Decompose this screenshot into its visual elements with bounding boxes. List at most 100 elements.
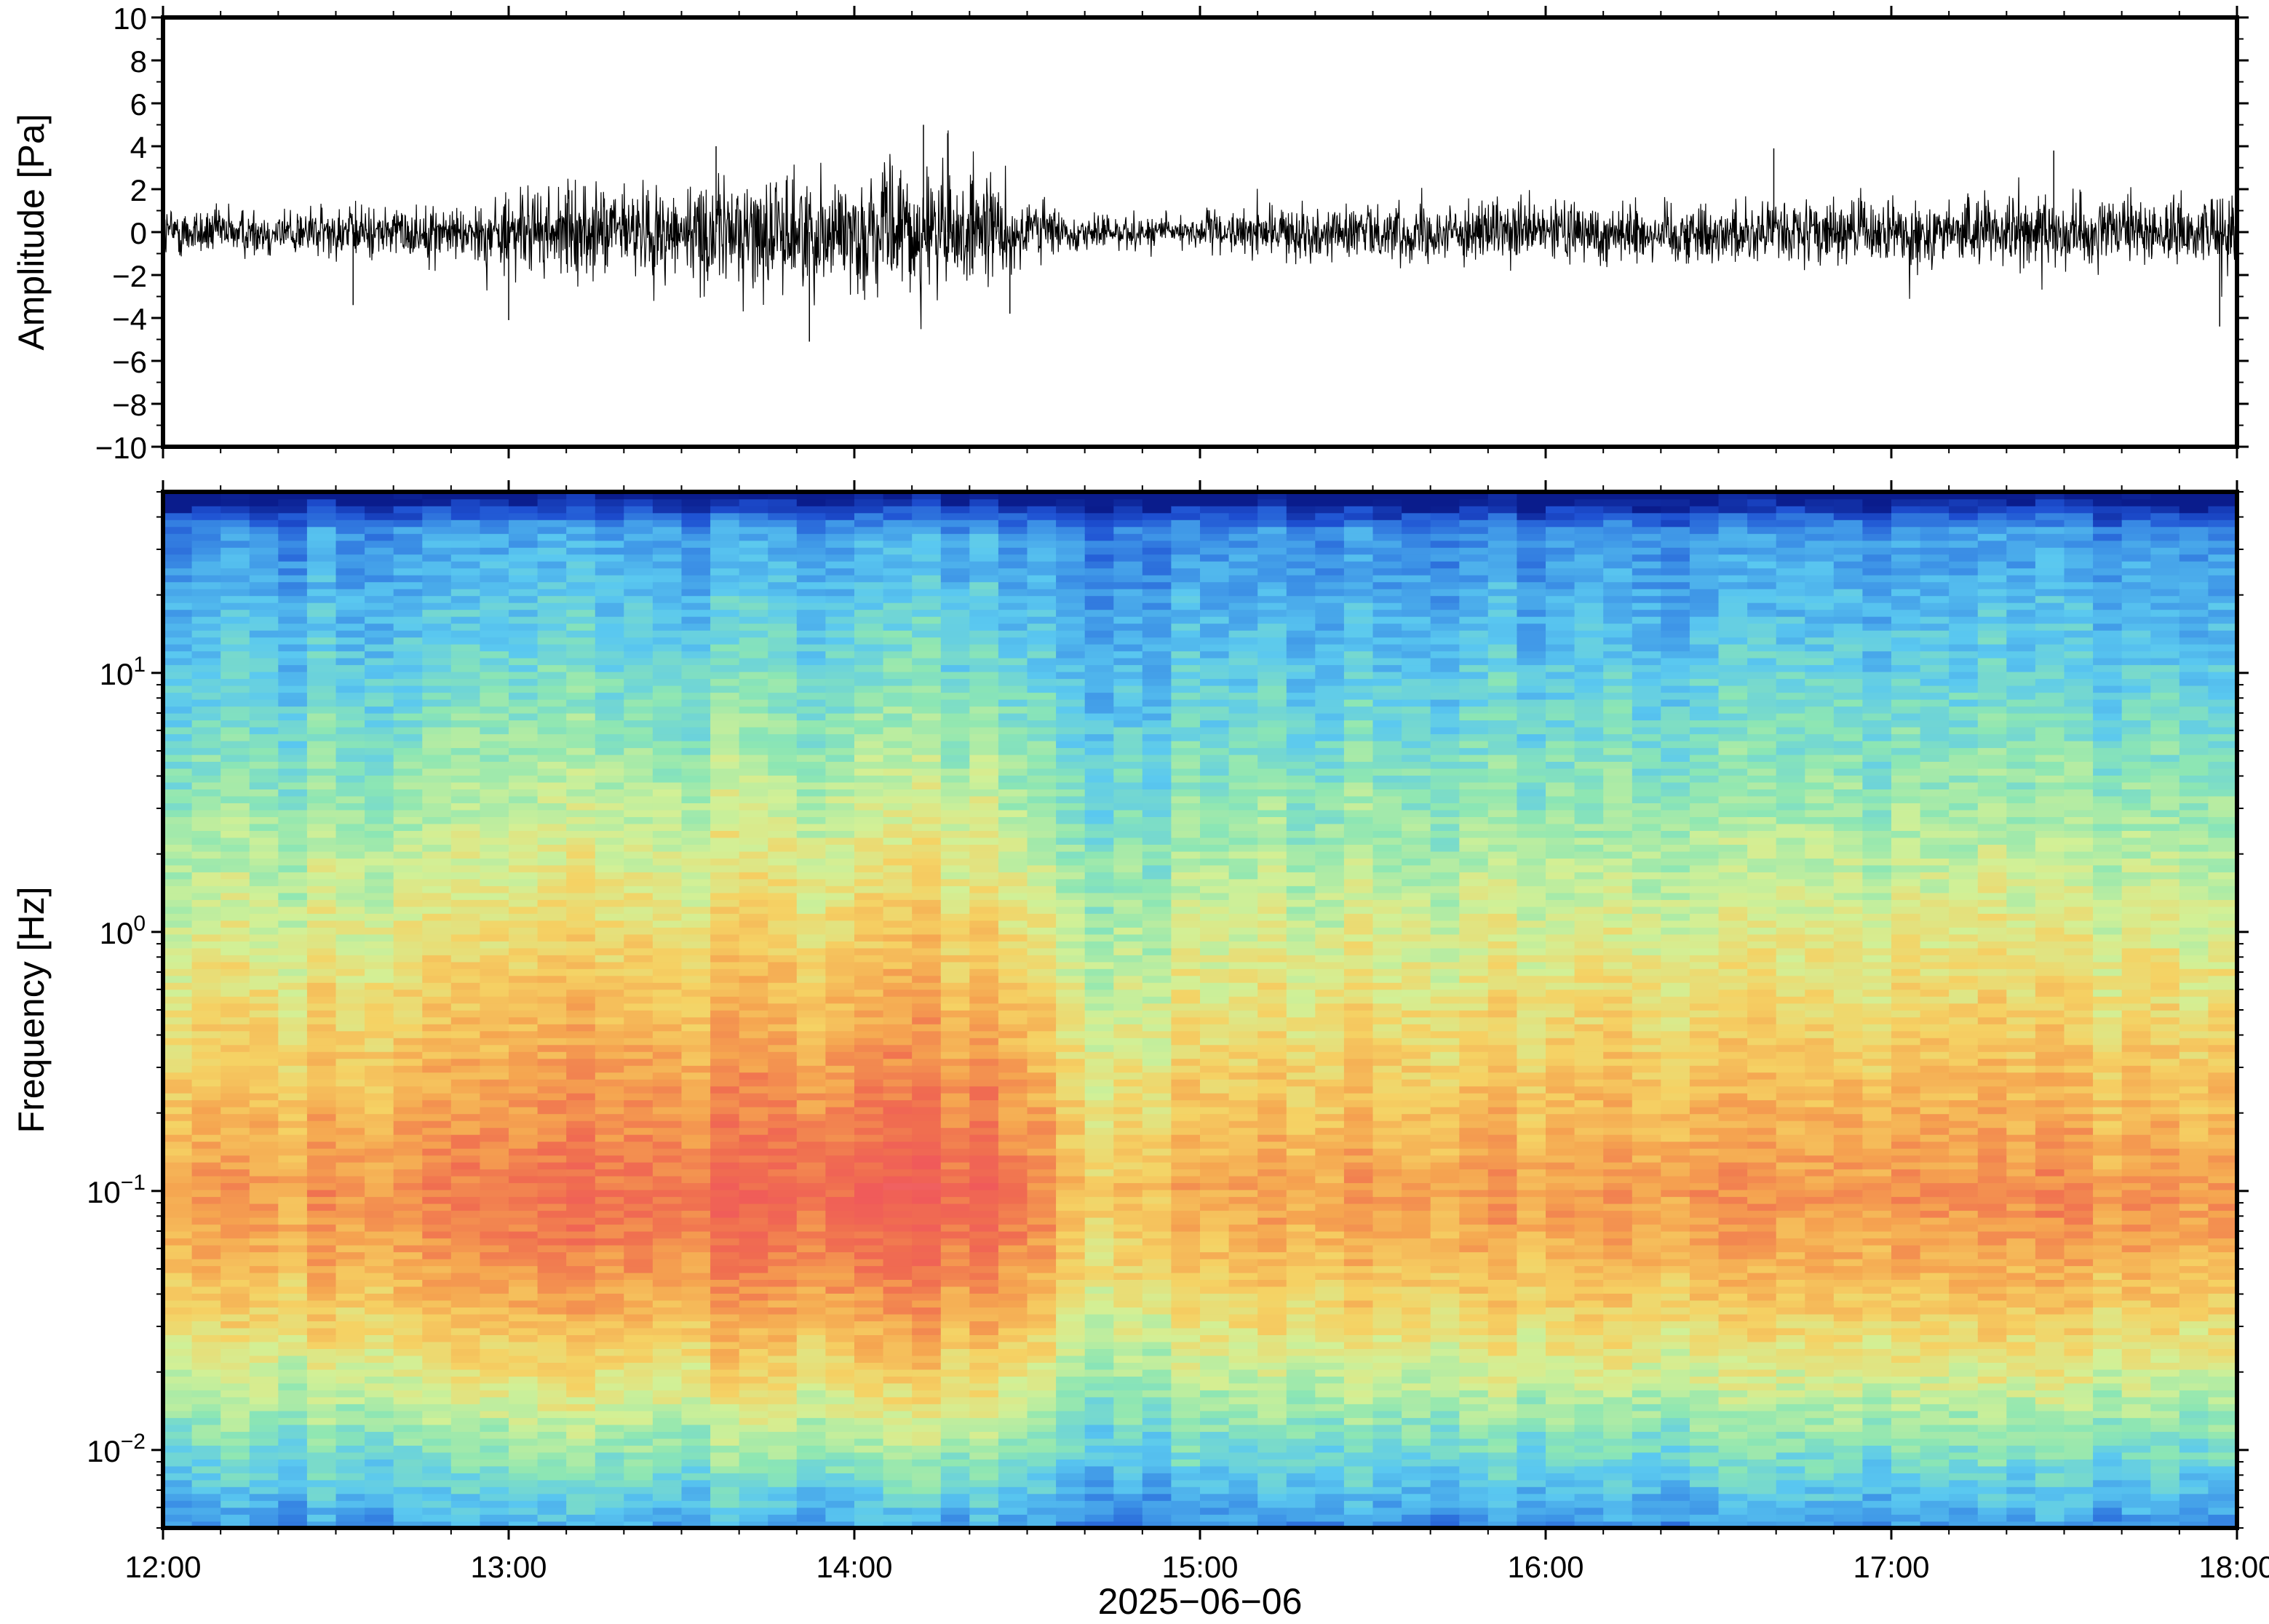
spectrogram-cell — [365, 1169, 394, 1177]
spectrogram-cell — [595, 1293, 625, 1301]
spectrogram-cell — [825, 906, 855, 914]
spectrogram-cell — [306, 568, 337, 576]
spectrogram-cell — [509, 844, 539, 852]
spectrogram-cell — [537, 1265, 567, 1273]
spectrogram-cell — [710, 1452, 740, 1460]
spectrogram-cell — [624, 1327, 653, 1335]
spectrogram-cell — [509, 975, 539, 983]
spectrogram-cell — [537, 947, 567, 955]
spectrogram-cell — [191, 650, 221, 658]
spectrogram-cell — [883, 1286, 913, 1294]
spectrogram-cell — [191, 1127, 221, 1135]
spectrogram-cell — [365, 1410, 394, 1418]
spectrogram-cell — [509, 1078, 539, 1087]
spectrogram-cell — [710, 1293, 740, 1301]
spectrogram-cell — [796, 941, 827, 949]
spectrogram-cell — [624, 1452, 653, 1460]
spectrogram-cell — [335, 803, 365, 811]
spectrogram-cell — [335, 664, 365, 672]
spectrogram-cell — [191, 1182, 221, 1190]
spectrogram-cell — [796, 1272, 827, 1280]
spectrogram-cell — [652, 1086, 683, 1094]
spectrogram-cell — [335, 1224, 365, 1232]
spectrogram-cell — [825, 650, 855, 658]
spectrogram-cell — [509, 1410, 539, 1418]
spectrogram-cell — [681, 1445, 711, 1453]
spectrogram-cell — [969, 574, 999, 583]
spectrogram-cell — [566, 878, 596, 886]
spectrogram-cell — [739, 1424, 769, 1432]
spectrogram-cell — [796, 1106, 827, 1115]
spectrogram-cell — [883, 1147, 913, 1156]
spectrogram-cell — [739, 1514, 769, 1522]
spectrogram-cell — [450, 913, 481, 921]
spectrogram-cell — [854, 498, 884, 506]
spectrogram-cell — [825, 1106, 855, 1115]
spectrogram-cell — [854, 906, 884, 914]
spectrogram-cell — [393, 1279, 424, 1287]
spectrogram-cell — [450, 1286, 481, 1294]
spectrogram-cell — [509, 1473, 539, 1481]
spectrogram-cell — [450, 968, 481, 976]
spectrogram-cell — [278, 1127, 308, 1135]
spectrogram-cell — [335, 498, 365, 506]
spectrogram-cell — [624, 1072, 653, 1080]
spectrogram-cell — [883, 1479, 913, 1487]
spectrogram-cell — [480, 1147, 509, 1156]
spectrogram-cell — [854, 692, 884, 700]
spectrogram-cell — [365, 1106, 394, 1115]
spectrogram-cell — [883, 1113, 913, 1121]
spectrogram-cell — [624, 913, 653, 921]
spectrogram-cell — [998, 927, 1028, 935]
spectrogram-cell — [278, 1051, 308, 1059]
spectrogram-cell — [768, 664, 798, 672]
spectrogram-cell — [710, 520, 740, 528]
spectrogram-cell — [191, 1431, 221, 1439]
spectrogram-cell — [595, 1217, 625, 1225]
spectrogram-cell — [220, 1155, 250, 1163]
spectrogram-cell — [998, 520, 1028, 528]
spectrogram-cell — [998, 1010, 1028, 1018]
spectrogram-cell — [191, 616, 221, 624]
spectrogram-cell — [1027, 1376, 1057, 1384]
spectrogram-cell — [278, 1265, 308, 1273]
spectrogram-cell — [335, 975, 365, 983]
spectrogram-cell — [220, 560, 250, 569]
spectrogram-cell — [1056, 1086, 1086, 1094]
spectrogram-cell — [1056, 512, 1086, 520]
spectrogram-cell — [163, 1390, 193, 1398]
spectrogram-cell — [566, 975, 596, 983]
spectrogram-cell — [796, 1141, 827, 1149]
spectrogram-cell — [854, 1147, 884, 1156]
spectrogram-cell — [566, 643, 596, 652]
spectrogram-cell — [480, 1120, 509, 1129]
spectrogram-cell — [393, 1016, 424, 1024]
spectrogram-cell — [940, 775, 971, 783]
spectrogram-cell — [365, 1189, 394, 1198]
spectrogram-cell — [624, 823, 653, 831]
spectrogram-cell — [566, 1500, 596, 1508]
spectrogram-cell — [825, 934, 855, 942]
spectrogram-cell — [249, 1445, 279, 1453]
spectrogram-cell — [365, 864, 394, 872]
spectrogram-cell — [480, 740, 509, 749]
spectrogram-cell — [422, 1417, 452, 1425]
spectrogram-cell — [624, 885, 653, 893]
spectrogram-cell — [509, 1030, 539, 1038]
spectrogram-cell — [393, 1334, 424, 1342]
spectrogram-cell — [768, 941, 798, 949]
spectrogram-cell — [365, 1044, 394, 1052]
spectrogram-cell — [422, 1334, 452, 1342]
spectrogram-cell — [306, 920, 337, 928]
spectrogram-cell — [681, 1161, 711, 1170]
spectrogram-cell — [1056, 816, 1086, 824]
spectrogram-cell — [163, 1238, 193, 1246]
spectrogram-cell — [940, 1465, 971, 1473]
spectrogram-cell — [739, 830, 769, 838]
spectrogram-cell — [393, 560, 424, 569]
spectrogram-cell — [509, 809, 539, 817]
spectrogram-cell — [249, 1473, 279, 1481]
spectrogram-cell — [422, 1293, 452, 1301]
spectrogram-cell — [652, 1030, 683, 1038]
spectrogram-cell — [480, 1258, 509, 1267]
